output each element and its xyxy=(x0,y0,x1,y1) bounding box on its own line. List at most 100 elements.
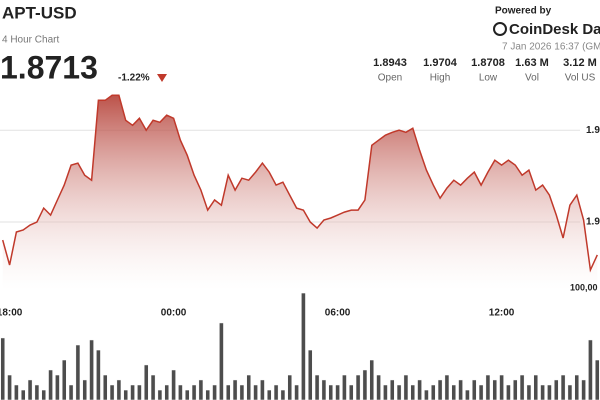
volume-bar xyxy=(485,374,491,400)
volume-bar xyxy=(499,374,504,400)
volume-bar xyxy=(164,384,170,400)
timestamp: 7 Jan 2026 16:37 (GMT xyxy=(502,42,600,53)
volume-bar xyxy=(260,379,265,400)
volume-bar xyxy=(335,384,340,400)
volume-bar xyxy=(451,384,457,400)
stat-label: Low xyxy=(479,73,498,84)
volume-bar xyxy=(184,389,190,400)
volume-bar xyxy=(266,389,272,400)
volume-bar xyxy=(171,369,176,400)
volume-bar xyxy=(48,369,53,400)
volume-bar xyxy=(212,384,217,400)
volume-bar xyxy=(328,384,334,400)
volume-bar xyxy=(321,379,327,400)
change: -1.22% xyxy=(118,73,150,84)
volume-bar xyxy=(143,364,149,400)
volume-bar xyxy=(150,374,156,400)
y-tick-label: 1.9 xyxy=(586,217,600,228)
volume-bar xyxy=(519,374,525,400)
volume-bar xyxy=(492,379,498,400)
volume-bar xyxy=(560,374,566,400)
volume-bar xyxy=(314,374,320,400)
volume-bar xyxy=(273,384,279,400)
volume-bar xyxy=(96,349,101,400)
volume-bar xyxy=(403,374,409,400)
volume-bar xyxy=(342,374,347,400)
stat-label: Vol US xyxy=(565,73,596,84)
volume-bar xyxy=(581,379,586,400)
volume-bar xyxy=(34,384,40,400)
stat-label: High xyxy=(430,73,451,84)
volume-bar xyxy=(355,374,361,400)
volume-bar xyxy=(232,379,238,400)
volume-bar xyxy=(294,384,299,400)
volume-bar xyxy=(89,339,94,400)
volume-bar xyxy=(471,379,477,400)
volume-bar xyxy=(246,374,252,400)
volume-bar xyxy=(75,344,81,400)
x-tick-label: 00:00 xyxy=(161,308,187,319)
volume-bar xyxy=(362,369,368,400)
volume-bar xyxy=(61,359,67,400)
stat-value: 1.63 M xyxy=(515,57,549,69)
volume-bar xyxy=(178,384,183,400)
volume-bar xyxy=(369,359,375,400)
stat-value: 1.9704 xyxy=(423,57,458,69)
volume-bar xyxy=(567,384,573,400)
volume-bar xyxy=(526,384,532,400)
stat-label: Vol xyxy=(525,73,539,84)
brand: CoinDesk Dat xyxy=(509,21,600,38)
volume-bar xyxy=(280,389,286,400)
volume-bar xyxy=(396,384,402,400)
volume-bar xyxy=(424,389,429,400)
y-tick-label: 1.9 xyxy=(586,125,600,136)
brand-icon xyxy=(493,22,507,36)
volume-bar xyxy=(55,374,60,400)
x-tick-label: 18:00 xyxy=(0,308,23,319)
subtitle: 4 Hour Chart xyxy=(2,35,59,46)
volume-bar xyxy=(14,384,19,400)
volume-bar xyxy=(82,379,88,400)
volume-bar xyxy=(588,339,593,400)
stat-value: 1.8708 xyxy=(471,57,505,69)
volume-bar xyxy=(123,389,129,400)
volume-bar xyxy=(225,384,231,400)
volume-bar xyxy=(574,374,580,400)
stat-label: Open xyxy=(378,73,402,84)
volume-bar xyxy=(594,359,600,400)
down-arrow xyxy=(157,74,167,82)
volume-bar xyxy=(0,337,6,400)
stat-value: 1.8943 xyxy=(373,57,407,69)
volume-bar xyxy=(301,292,306,400)
volume-bar xyxy=(533,374,539,400)
volume-bar xyxy=(437,379,443,400)
volume-bar xyxy=(287,374,293,400)
volume-bar xyxy=(389,379,395,400)
volume-bar xyxy=(553,379,559,400)
volume-bar xyxy=(383,384,388,400)
volume-bar xyxy=(27,379,33,400)
price-area xyxy=(2,95,598,290)
volume-bar xyxy=(410,384,416,400)
volume-bar xyxy=(116,379,122,400)
volume-bar xyxy=(137,384,142,400)
volume-bar xyxy=(157,389,163,400)
volume-bar xyxy=(506,384,511,400)
x-tick-label: 12:00 xyxy=(489,308,515,319)
volume-bar xyxy=(109,384,115,400)
volume-bar xyxy=(102,374,108,400)
price-line xyxy=(1,94,598,273)
x-tick-label: 06:00 xyxy=(325,308,351,319)
volume-bar xyxy=(205,389,211,400)
volume-bar xyxy=(253,384,258,400)
powered-by: Powered by xyxy=(495,6,552,17)
volume-bar xyxy=(41,389,47,400)
volume-bar xyxy=(465,389,470,400)
price: 1.8713 xyxy=(0,49,98,85)
volume-bar xyxy=(376,374,381,400)
volume-bar xyxy=(430,384,436,400)
stat-value: 3.12 M xyxy=(563,57,597,69)
volume-bar xyxy=(478,384,484,400)
volume-bar xyxy=(68,384,74,400)
